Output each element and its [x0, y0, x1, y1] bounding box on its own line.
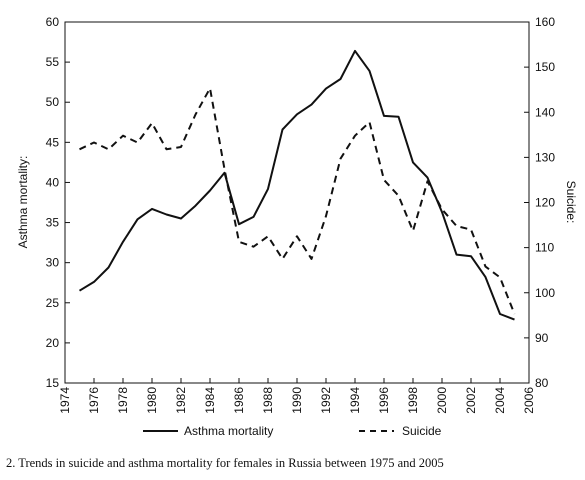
legend-label-suicide: Suicide [402, 424, 442, 438]
x-tick-label: 2002 [464, 387, 478, 414]
x-tick-label: 1982 [174, 387, 188, 414]
series-line-suicide [79, 87, 516, 315]
y-axis-left-ticks: 15 20 25 30 35 40 45 50 55 60 [46, 15, 70, 390]
x-tick-label: 1984 [203, 387, 217, 414]
y-left-tick-label: 20 [46, 336, 60, 350]
x-tick-label: 2000 [435, 387, 449, 414]
y-axis-right-ticks: 80 90 100 110 120 130 140 150 160 [524, 15, 555, 390]
x-tick-label: 1974 [58, 387, 72, 414]
x-tick-label: 1992 [319, 387, 333, 414]
y-right-tick-label: 100 [535, 286, 555, 300]
y-left-tick-label: 40 [46, 175, 60, 189]
y-left-tick-label: 25 [46, 296, 60, 310]
y-axis-right-title: Suicide: [564, 181, 578, 224]
legend: Asthma mortality Suicide [143, 424, 442, 438]
series-line-asthma-mortality [78, 49, 515, 321]
x-tick-label: 1978 [116, 387, 130, 414]
y-left-tick-label: 15 [46, 376, 60, 390]
y-axis-left-title: Asthma mortality: [16, 156, 30, 249]
y-right-tick-label: 140 [535, 105, 555, 119]
x-tick-label: 1980 [145, 387, 159, 414]
y-right-tick-label: 80 [535, 376, 549, 390]
y-right-tick-label: 130 [535, 150, 555, 164]
y-left-tick-label: 55 [46, 55, 60, 69]
figure-caption: 2. Trends in suicide and asthma mortalit… [6, 456, 444, 470]
x-tick-label: 1990 [290, 387, 304, 414]
y-right-tick-label: 150 [535, 60, 555, 74]
series-layer [78, 49, 516, 321]
x-tick-label: 2006 [522, 387, 536, 414]
x-tick-label: 1988 [261, 387, 275, 414]
x-tick-label: 1998 [406, 387, 420, 414]
x-tick-label: 2004 [493, 387, 507, 414]
y-left-tick-label: 60 [46, 15, 60, 29]
legend-label-asthma-mortality: Asthma mortality [184, 424, 273, 438]
y-right-tick-label: 110 [535, 241, 554, 255]
x-axis-ticks: 1974 1976 1978 1980 1982 1984 1986 1988 1990 1992… [58, 378, 536, 414]
x-tick-label: 1986 [232, 387, 246, 414]
y-right-tick-label: 160 [535, 15, 555, 29]
y-right-tick-label: 90 [535, 331, 549, 345]
y-left-tick-label: 30 [46, 256, 60, 270]
y-left-tick-label: 45 [46, 135, 60, 149]
y-left-tick-label: 35 [46, 216, 60, 230]
x-tick-label: 1996 [377, 387, 391, 414]
y-left-tick-label: 50 [46, 95, 60, 109]
y-right-tick-label: 120 [535, 196, 555, 210]
x-tick-label: 1976 [87, 387, 101, 414]
plot-frame [64, 21, 530, 384]
x-tick-label: 1994 [348, 387, 362, 414]
